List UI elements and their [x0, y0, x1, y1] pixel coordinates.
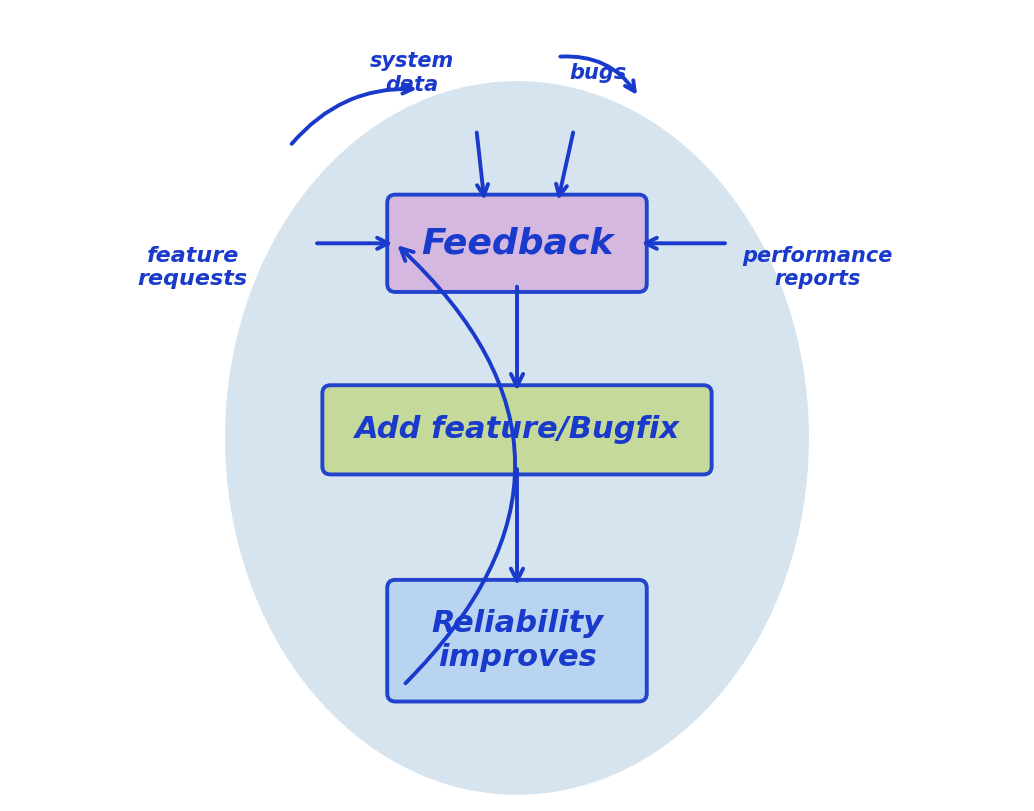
Text: Reliability
improves: Reliability improves — [431, 609, 603, 672]
Text: performance
reports: performance reports — [741, 246, 892, 290]
Text: Add feature/Bugfix: Add feature/Bugfix — [355, 415, 679, 444]
Text: system
data: system data — [369, 51, 454, 95]
Text: bugs: bugs — [570, 63, 627, 83]
Ellipse shape — [225, 81, 809, 795]
Text: Feedback: Feedback — [421, 226, 613, 260]
FancyBboxPatch shape — [323, 385, 711, 474]
Text: feature
requests: feature requests — [138, 246, 248, 290]
FancyBboxPatch shape — [388, 580, 646, 702]
FancyBboxPatch shape — [388, 195, 646, 292]
